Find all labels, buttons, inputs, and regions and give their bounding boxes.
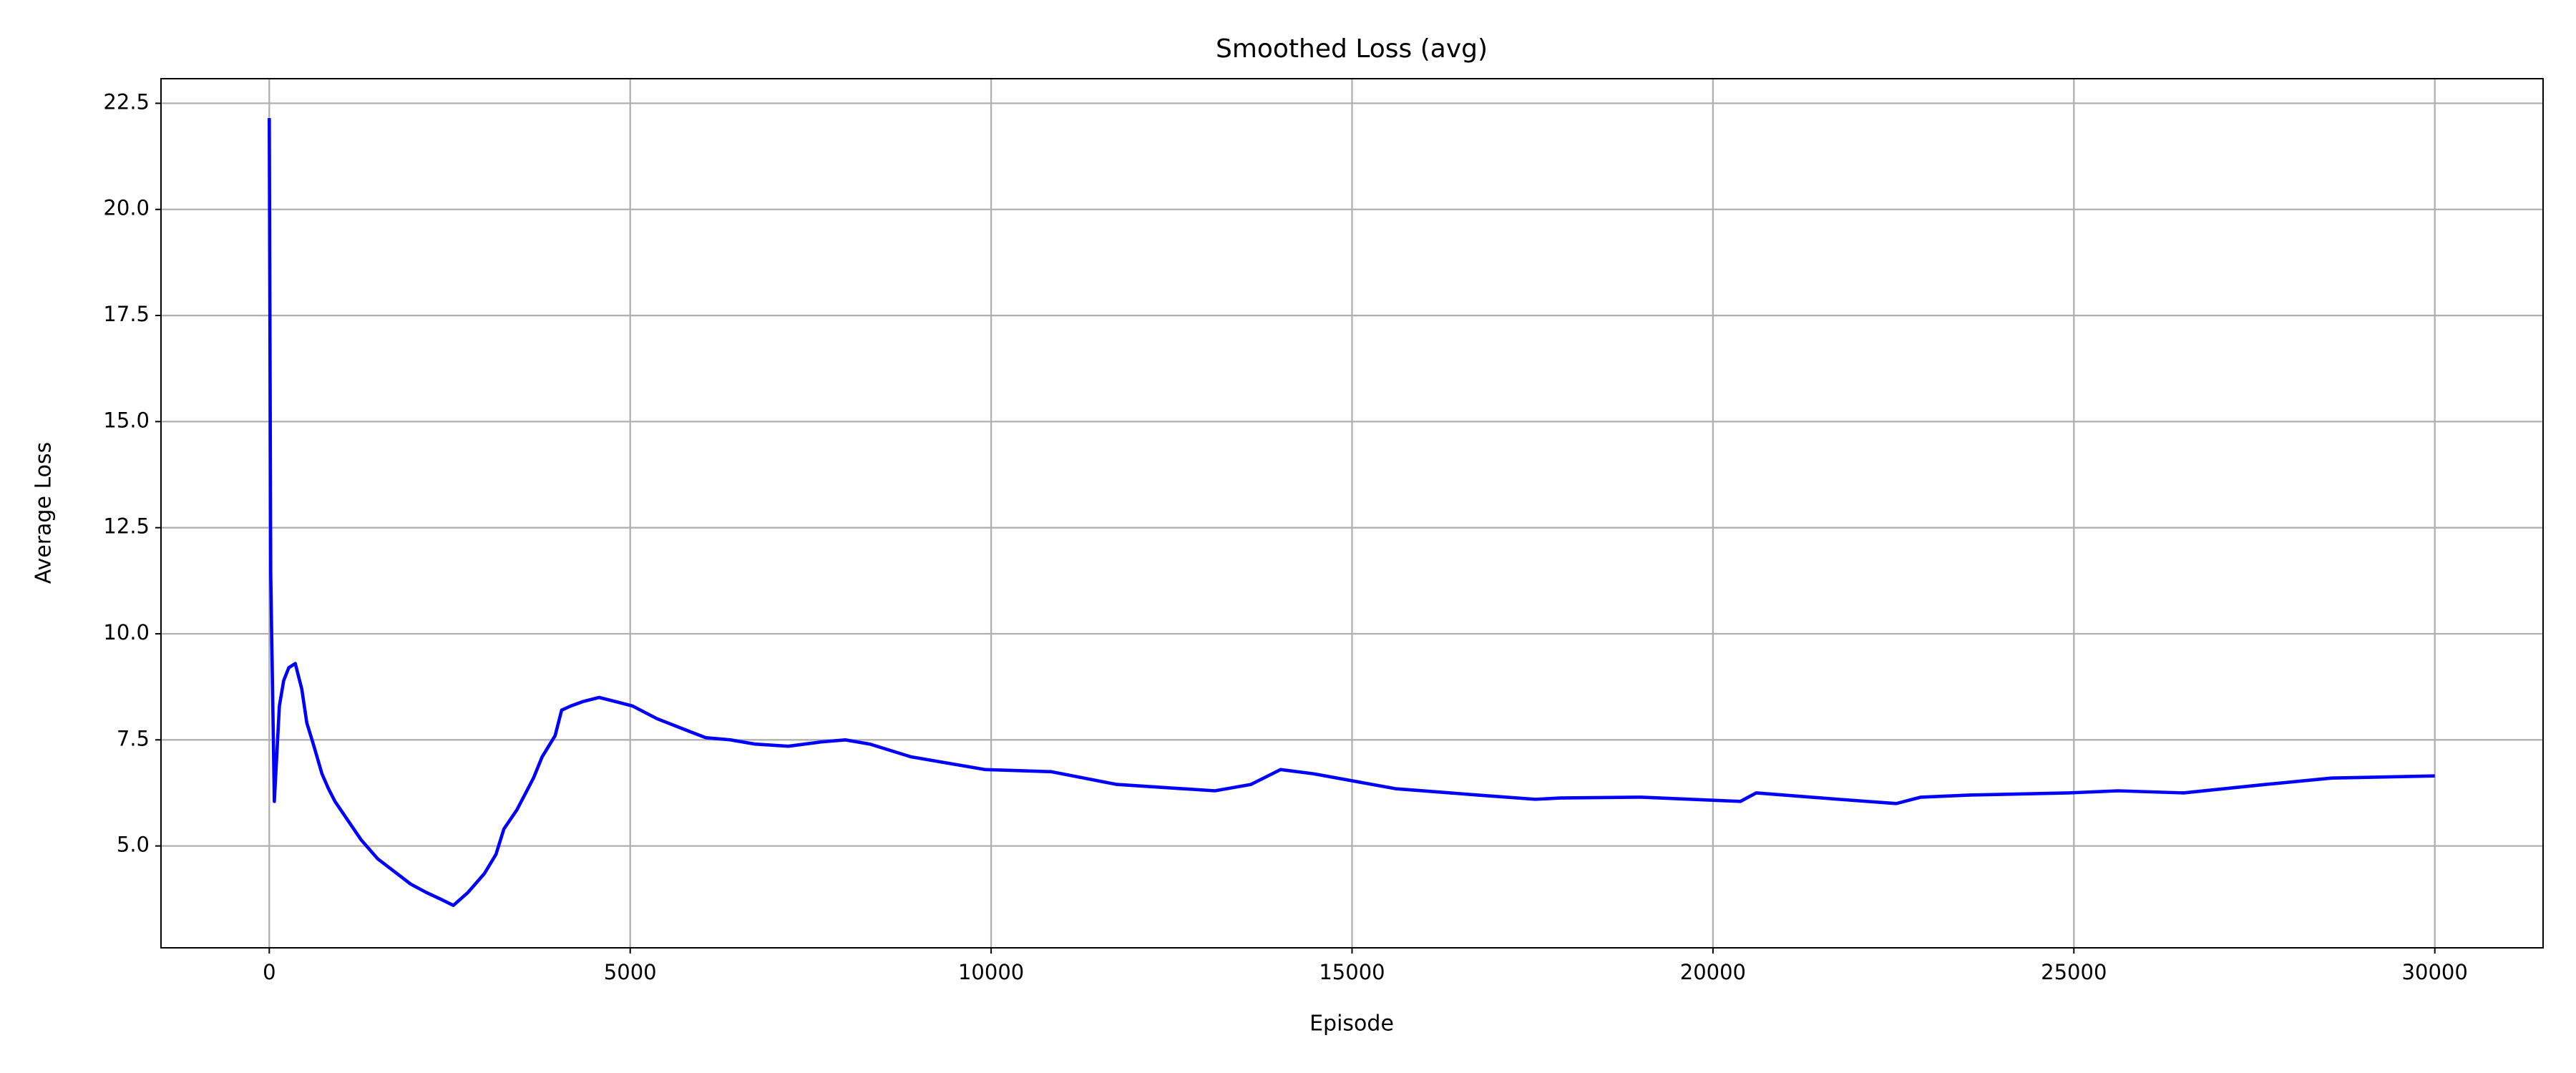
data-line [268, 118, 2435, 907]
x-tick-label: 25000 [2041, 960, 2107, 984]
x-tick-label: 30000 [2402, 960, 2468, 984]
plot-frame [160, 78, 2544, 949]
y-tick-label: 5.0 [117, 833, 150, 857]
x-tick-label: 10000 [958, 960, 1024, 984]
x-tick-label: 20000 [1680, 960, 1746, 984]
y-tick-label: 17.5 [103, 302, 150, 326]
x-tick-label: 5000 [604, 960, 657, 984]
x-axis-label: Episode [1309, 1011, 1394, 1037]
chart-title: Smoothed Loss (avg) [1216, 34, 1488, 64]
y-tick-label: 20.0 [103, 196, 150, 220]
y-tick-label: 10.0 [103, 620, 150, 645]
y-tick-label: 15.0 [103, 408, 150, 432]
y-tick-label: 7.5 [117, 726, 150, 750]
x-tick-label: 15000 [1319, 960, 1385, 984]
y-axis-label: Average Loss [31, 442, 57, 584]
x-tick-label: 0 [263, 960, 275, 984]
y-tick-label: 12.5 [103, 514, 150, 539]
y-tick-label: 22.5 [103, 89, 150, 114]
